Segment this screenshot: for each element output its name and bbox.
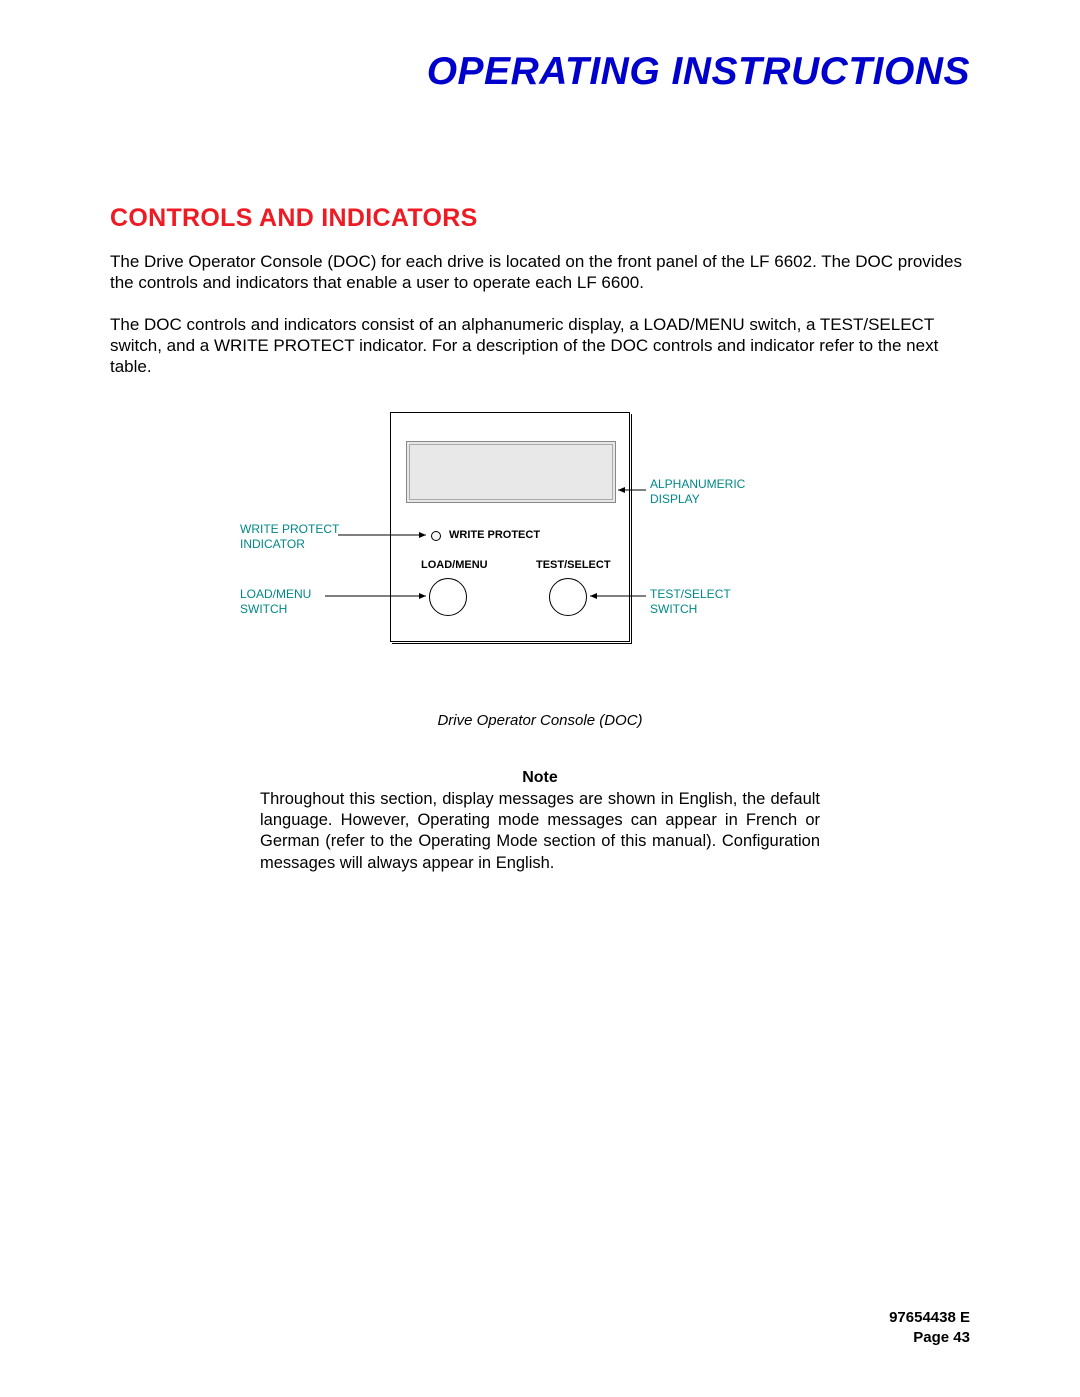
load-menu-button [429,578,467,616]
page-title: OPERATING INSTRUCTIONS [110,50,970,94]
callout-wp-line1: WRITE PROTECT [240,522,339,536]
callout-write-protect: WRITE PROTECT INDICATOR [240,522,339,551]
write-protect-label: WRITE PROTECT [449,529,540,541]
doc-number: 97654438 E [889,1308,970,1328]
note-text: Throughout this section, display message… [260,789,820,873]
section-heading: CONTROLS AND INDICATORS [110,204,970,233]
alphanumeric-display [406,441,616,503]
load-menu-label: LOAD/MENU [421,559,488,571]
write-protect-led [431,531,441,541]
callout-test-select: TEST/SELECT SWITCH [650,587,731,616]
page-footer: 97654438 E Page 43 [889,1308,970,1347]
note-block: Note Throughout this section, display me… [260,769,820,873]
paragraph-2: The DOC controls and indicators consist … [110,314,970,378]
paragraph-1: The Drive Operator Console (DOC) for eac… [110,251,970,294]
display-inner [409,444,613,500]
callout-lm-line2: SWITCH [240,602,287,616]
callout-ts-line1: TEST/SELECT [650,587,731,601]
doc-panel: WRITE PROTECT LOAD/MENU TEST/SELECT [390,412,630,642]
doc-diagram: WRITE PROTECT LOAD/MENU TEST/SELECT WRIT… [240,412,840,702]
test-select-button [549,578,587,616]
callout-display: ALPHANUMERIC DISPLAY [650,477,745,506]
callout-load-menu: LOAD/MENU SWITCH [240,587,311,616]
diagram-caption: Drive Operator Console (DOC) [110,712,970,729]
callout-lm-line1: LOAD/MENU [240,587,311,601]
callout-wp-line2: INDICATOR [240,537,305,551]
note-heading: Note [260,769,820,787]
callout-disp-line1: ALPHANUMERIC [650,477,745,491]
callout-ts-line2: SWITCH [650,602,697,616]
page-number: Page 43 [889,1328,970,1348]
test-select-label: TEST/SELECT [536,559,611,571]
callout-disp-line2: DISPLAY [650,492,700,506]
